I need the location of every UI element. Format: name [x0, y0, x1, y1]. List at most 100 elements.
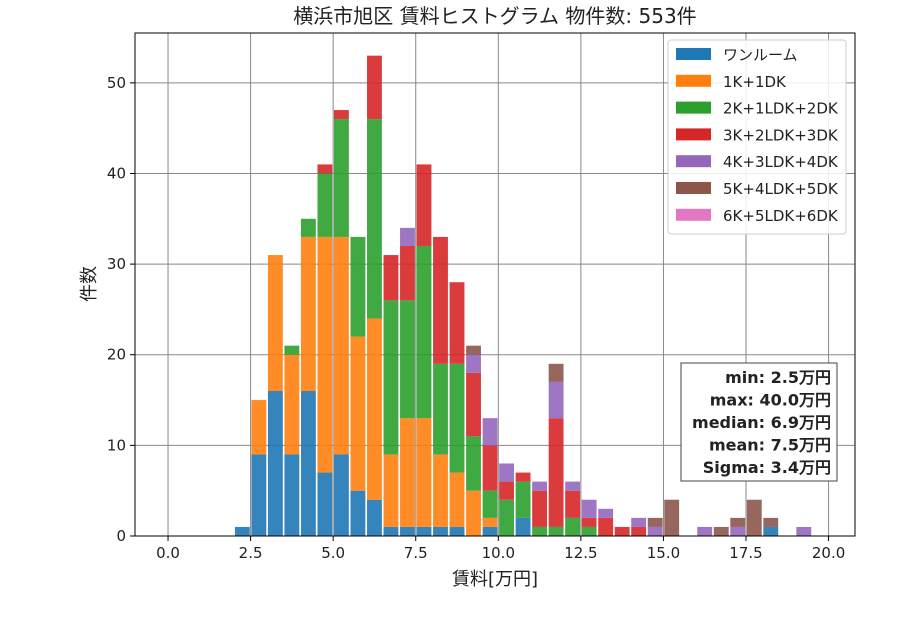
bar-segment — [598, 517, 614, 536]
bar-segment — [317, 173, 333, 237]
x-tick-label: 10.0 — [482, 544, 515, 562]
bar-segment — [482, 517, 498, 527]
bar-segment — [333, 454, 349, 536]
bar-segment — [383, 255, 399, 301]
x-tick-label: 0.0 — [156, 544, 180, 562]
plot-frame — [134, 32, 856, 537]
bar-segment — [466, 490, 481, 536]
bar-segment — [400, 418, 415, 527]
bar-segment — [383, 454, 399, 527]
x-tick-label: 2.5 — [239, 544, 263, 562]
bar-segment — [383, 526, 399, 536]
y-axis-label: 件数 — [79, 266, 100, 302]
bar-segment — [317, 472, 333, 536]
bar-segment — [350, 336, 366, 491]
bar-segment — [433, 363, 448, 455]
chart-title: 横浜市旭区 賃料ヒストグラム 物件数: 553件 — [293, 4, 696, 28]
x-axis-label: 賃料[万円] — [452, 569, 538, 590]
bar-segment — [796, 526, 812, 536]
bar-segment — [400, 526, 415, 536]
bar-segment — [367, 55, 382, 120]
legend-label: 6K+5LDK+6DK — [723, 207, 839, 225]
bar-segment — [565, 481, 581, 491]
bar-segment — [367, 318, 382, 500]
stats-frame — [680, 362, 838, 482]
bar-segment — [466, 345, 481, 355]
bar-segment — [350, 490, 366, 536]
bar-segment — [251, 400, 267, 455]
y-tick-label: 40 — [107, 164, 126, 182]
bar-segment — [300, 236, 316, 391]
bar-segment — [284, 354, 300, 455]
x-tick-label: 20.0 — [812, 544, 845, 562]
x-tick-label: 7.5 — [404, 544, 428, 562]
legend-frame — [667, 39, 847, 235]
y-tick-label: 20 — [107, 346, 126, 364]
bar-segment — [730, 517, 746, 527]
legend-label: ワンルーム — [723, 46, 798, 64]
bar-segment — [416, 164, 432, 246]
bar-segment — [284, 345, 300, 355]
bar-segment — [482, 526, 498, 536]
stats-line: min: 2.5万円 — [725, 368, 831, 387]
bar-segment — [631, 526, 647, 536]
legend-swatch — [676, 182, 711, 194]
bar-segment — [499, 499, 514, 536]
bar-segment — [251, 454, 267, 536]
bar-segment — [697, 526, 713, 536]
bars-group — [234, 55, 812, 536]
stats-line: Sigma: 3.4万円 — [703, 458, 831, 477]
x-axis-ticks: 0.0 2.5 5.0 7.5 10.0 12.5 15.0 17.5 20.0 — [156, 536, 845, 562]
bar-segment — [449, 363, 465, 473]
legend-label: 1K+1DK — [723, 73, 787, 91]
legend-label: 3K+2LDK+3DK — [723, 126, 839, 144]
bar-segment — [317, 164, 333, 174]
bar-segment — [383, 300, 399, 455]
bar-segment — [400, 300, 415, 419]
bar-segment — [466, 436, 481, 491]
legend-swatch — [676, 208, 711, 221]
legend-swatch — [676, 128, 711, 141]
y-tick-label: 30 — [107, 255, 126, 273]
bar-segment — [300, 218, 316, 237]
legend-label: 2K+1LDK+2DK — [723, 100, 839, 118]
bar-segment — [333, 110, 349, 120]
bar-segment — [433, 526, 448, 536]
bar-segment — [449, 282, 465, 364]
y-tick-label: 50 — [107, 74, 126, 92]
x-tick-label: 12.5 — [564, 544, 597, 562]
legend-swatch — [676, 48, 711, 60]
bar-segment — [350, 236, 366, 337]
bar-segment — [449, 526, 465, 536]
bar-segment — [267, 255, 283, 391]
stats-line: mean: 7.5万円 — [709, 436, 831, 455]
bar-segment — [548, 418, 564, 527]
bar-segment — [647, 526, 663, 536]
bar-segment — [284, 454, 300, 536]
y-tick-label: 0 — [116, 527, 126, 545]
bar-segment — [482, 445, 498, 491]
stats-line: max: 40.0万円 — [710, 391, 831, 410]
bar-segment — [515, 517, 531, 536]
bar-segment — [317, 236, 333, 473]
bar-segment — [532, 481, 548, 491]
bar-segment — [515, 472, 531, 482]
bar-segment — [367, 499, 382, 536]
bar-segment — [548, 363, 564, 382]
bar-segment — [234, 526, 250, 536]
bar-segment — [548, 381, 564, 419]
bar-segment — [631, 517, 647, 527]
bar-segment — [763, 526, 779, 536]
bar-segment — [499, 481, 514, 500]
y-tick-label: 10 — [107, 436, 126, 454]
bar-segment — [598, 508, 614, 518]
bar-segment — [482, 490, 498, 518]
stats-line: median: 6.9万円 — [692, 413, 831, 432]
legend-label: 4K+3LDK+4DK — [723, 153, 839, 171]
bar-segment — [499, 463, 514, 482]
bar-segment — [449, 472, 465, 527]
bar-segment — [466, 354, 481, 373]
bar-segment — [515, 481, 531, 518]
stats-box: min: 2.5万円 max: 40.0万円 median: 6.9万円 mean: … — [680, 362, 838, 482]
